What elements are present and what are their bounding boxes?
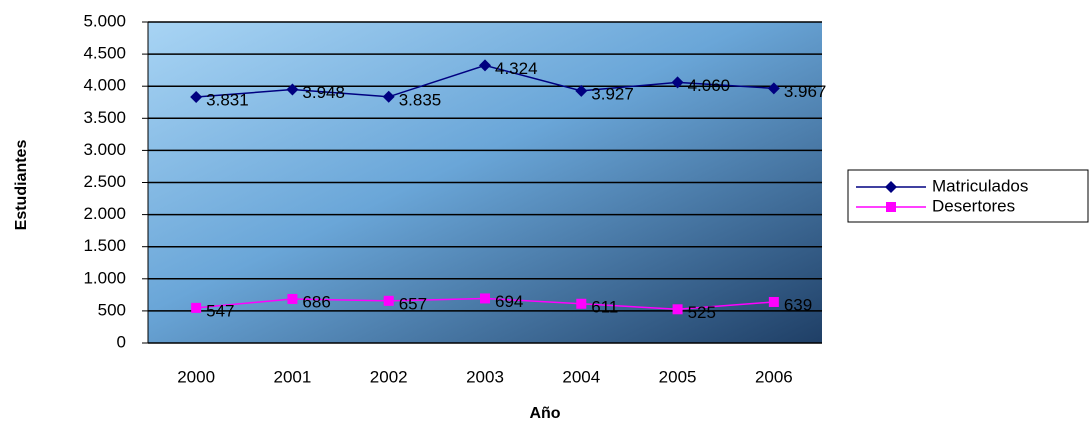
- marker: [768, 296, 779, 307]
- x-tick-label: 2001: [274, 367, 312, 386]
- marker: [575, 84, 588, 97]
- marker: [767, 82, 780, 95]
- legend-box: [847, 169, 1089, 223]
- x-tick-label: 2000: [177, 367, 215, 386]
- y-tick-label: 4.000: [83, 76, 126, 95]
- data-label: 639: [784, 295, 812, 314]
- data-label: 4.324: [495, 59, 538, 78]
- data-label: 3.927: [591, 84, 634, 103]
- marker: [190, 91, 203, 104]
- x-tick-label: 2004: [562, 367, 600, 386]
- marker: [191, 302, 202, 313]
- data-label: 611: [591, 297, 618, 316]
- data-label: 3.967: [784, 82, 827, 101]
- data-label: 4.060: [688, 76, 731, 95]
- x-tick-label: 2005: [659, 367, 697, 386]
- marker: [383, 295, 394, 306]
- legend-label: Matriculados: [932, 176, 1028, 195]
- x-tick-label: 2003: [466, 367, 504, 386]
- y-tick-label: 2.000: [83, 204, 126, 223]
- data-label: 525: [688, 303, 716, 322]
- data-label: 657: [399, 294, 427, 313]
- y-tick-label: 500: [98, 300, 126, 319]
- marker: [672, 304, 683, 315]
- legend-label: Desertores: [932, 196, 1015, 215]
- marker: [885, 181, 897, 193]
- data-label: 3.948: [302, 83, 345, 102]
- y-tick-label: 2.500: [83, 172, 126, 191]
- y-tick-label: 3.000: [83, 140, 126, 159]
- data-label: 3.831: [206, 91, 249, 110]
- y-tick-label: 0: [117, 332, 126, 351]
- marker: [576, 298, 587, 309]
- data-label: 547: [206, 301, 234, 320]
- y-tick-label: 3.500: [83, 108, 126, 127]
- marker: [286, 83, 299, 96]
- x-tick-label: 2006: [755, 367, 793, 386]
- y-tick-label: 1.500: [83, 236, 126, 255]
- marker: [287, 293, 298, 304]
- data-label: 694: [495, 292, 523, 311]
- y-tick-label: 5.000: [83, 11, 126, 30]
- marker: [382, 90, 395, 103]
- marker: [671, 76, 684, 89]
- data-label: 686: [302, 292, 330, 311]
- marker: [480, 293, 490, 304]
- data-label: 3.835: [399, 90, 442, 109]
- y-tick-label: 4.500: [83, 44, 126, 63]
- y-tick-label: 1.000: [83, 268, 126, 287]
- x-axis-title: Año: [529, 405, 560, 422]
- marker: [479, 59, 491, 72]
- y-axis-title: Estudiantes: [13, 140, 30, 231]
- marker: [886, 202, 896, 212]
- x-tick-label: 2002: [370, 367, 408, 386]
